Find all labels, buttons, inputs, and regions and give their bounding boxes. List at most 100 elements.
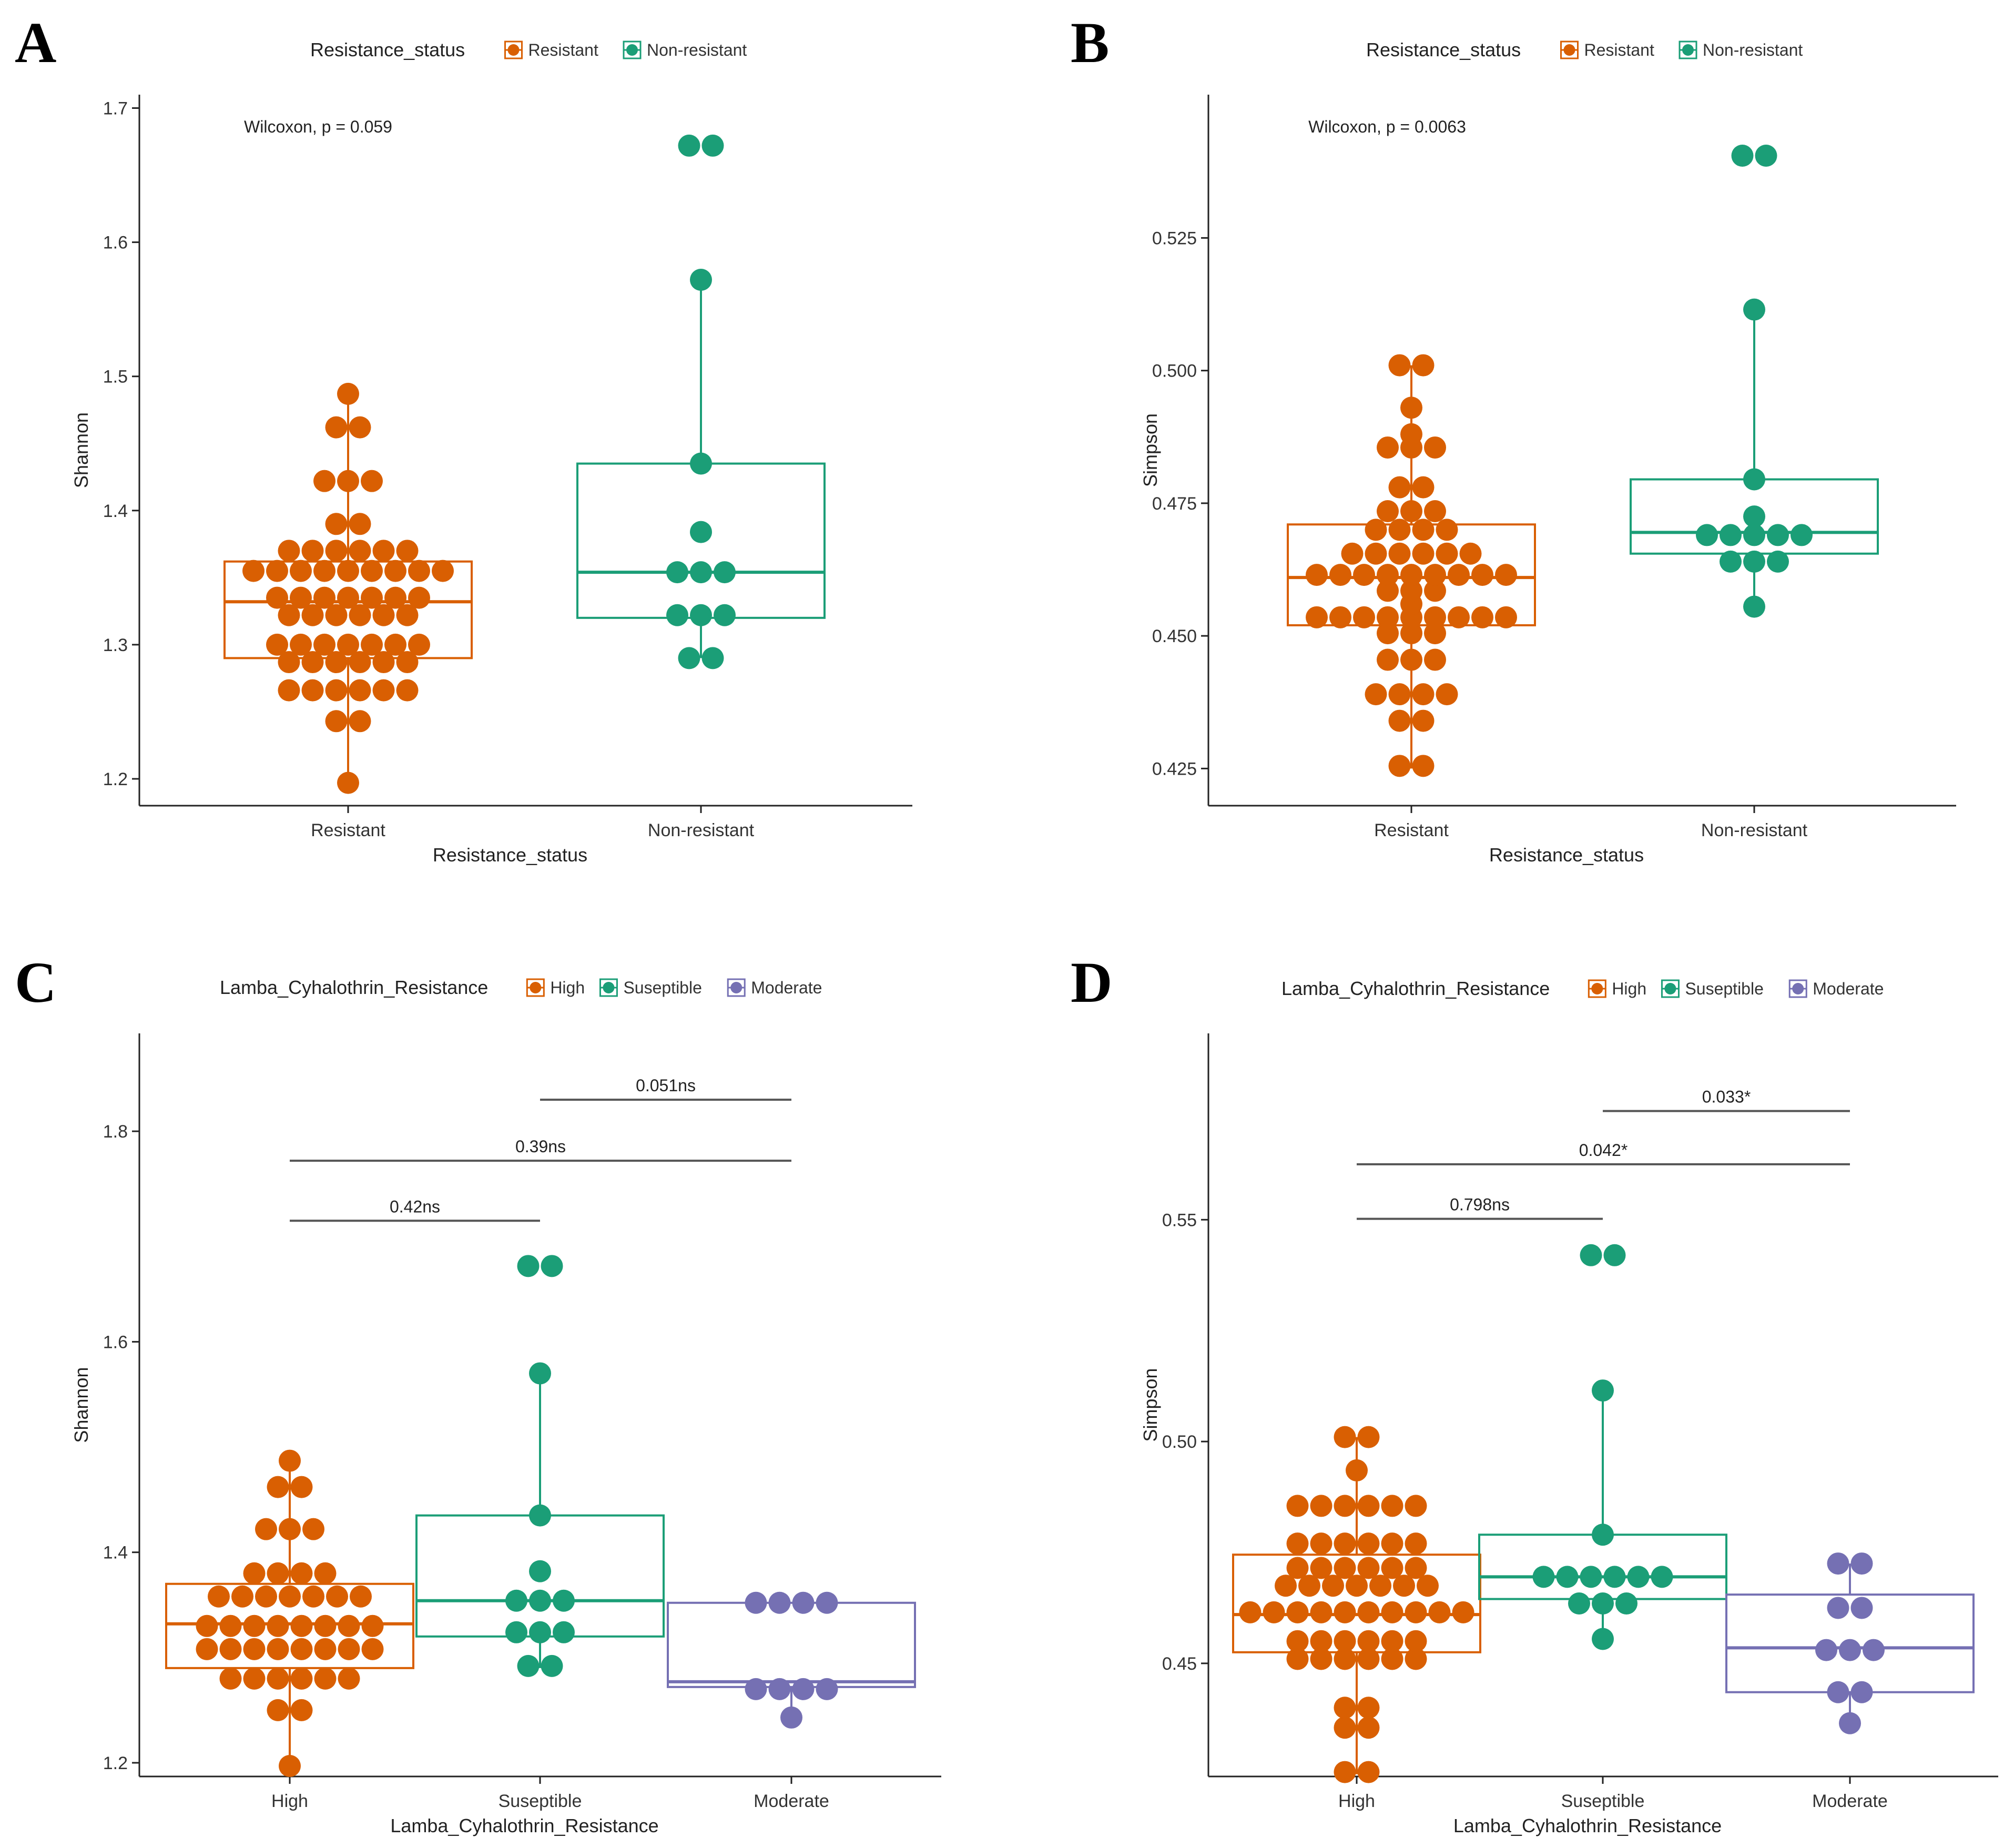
data-point bbox=[1412, 542, 1435, 565]
data-point bbox=[349, 513, 371, 535]
data-point bbox=[553, 1589, 575, 1612]
data-point bbox=[1346, 1575, 1368, 1597]
data-point bbox=[1424, 564, 1446, 586]
x-tick-label: Resistant bbox=[1374, 820, 1449, 840]
data-point bbox=[1388, 519, 1411, 541]
x-tick-label: High bbox=[1338, 1791, 1375, 1811]
data-point bbox=[1424, 622, 1446, 645]
data-point bbox=[1286, 1648, 1309, 1670]
data-point bbox=[290, 1638, 313, 1660]
points-high bbox=[196, 1449, 384, 1777]
data-point bbox=[266, 633, 288, 656]
data-point bbox=[279, 1754, 301, 1777]
data-point bbox=[1310, 1630, 1333, 1652]
data-point bbox=[701, 647, 724, 669]
data-point bbox=[714, 561, 736, 584]
x-axis-title: Resistance_status bbox=[433, 844, 587, 866]
legend-label: Suseptible bbox=[623, 978, 701, 997]
data-point bbox=[1381, 1630, 1403, 1652]
data-point bbox=[1381, 1648, 1403, 1670]
panel-letter: C bbox=[15, 950, 56, 1014]
points-non-resistant bbox=[1696, 145, 1813, 618]
data-point bbox=[325, 651, 348, 674]
data-point bbox=[701, 134, 724, 157]
data-point bbox=[1388, 476, 1411, 499]
data-point bbox=[1603, 1566, 1626, 1588]
data-point bbox=[1381, 1532, 1403, 1555]
x-tick-label: Non-resistant bbox=[648, 820, 755, 840]
data-point bbox=[242, 560, 265, 582]
data-point bbox=[301, 651, 324, 674]
data-point bbox=[1377, 564, 1399, 586]
y-tick-label: 0.525 bbox=[1152, 228, 1197, 248]
data-point bbox=[267, 1638, 289, 1660]
legend-label: High bbox=[550, 978, 585, 997]
y-tick-label: 1.6 bbox=[103, 1332, 128, 1352]
data-point bbox=[1357, 1717, 1380, 1739]
data-point bbox=[1357, 1648, 1380, 1670]
data-point bbox=[1286, 1630, 1309, 1652]
data-point bbox=[1400, 500, 1422, 523]
points-non-resistant bbox=[666, 134, 736, 669]
data-point bbox=[408, 586, 430, 609]
data-point bbox=[1839, 1712, 1861, 1734]
data-point bbox=[1627, 1566, 1650, 1588]
y-tick-label: 0.55 bbox=[1162, 1210, 1197, 1230]
panel-b: B Resistance_status Resistant Non-resistant… bbox=[1071, 11, 1956, 866]
data-point bbox=[678, 134, 700, 157]
data-point bbox=[1334, 1495, 1356, 1517]
significance-bracket: 0.051ns bbox=[540, 1076, 791, 1101]
data-point bbox=[1357, 1557, 1380, 1579]
data-point bbox=[267, 1476, 289, 1498]
panel-c: C Lamba_Cyhalothrin_Resistance High Susepti… bbox=[15, 950, 941, 1836]
data-point bbox=[1329, 564, 1351, 586]
data-point bbox=[1388, 683, 1411, 706]
data-point bbox=[1815, 1639, 1837, 1661]
data-point bbox=[384, 633, 406, 656]
y-tick-label: 0.50 bbox=[1162, 1432, 1197, 1452]
y-axis-title: Shannon bbox=[70, 412, 92, 488]
data-point bbox=[408, 633, 430, 656]
legend-label: Resistant bbox=[528, 40, 598, 59]
data-point bbox=[1341, 542, 1364, 565]
legend-title: Resistance_status bbox=[310, 39, 465, 60]
data-point bbox=[361, 1638, 384, 1660]
legend-key-dot bbox=[1792, 983, 1804, 994]
legend-key-dot bbox=[1664, 983, 1676, 994]
data-point bbox=[302, 1518, 324, 1540]
data-point bbox=[337, 560, 359, 582]
data-point bbox=[1436, 683, 1458, 706]
data-point bbox=[1424, 580, 1446, 602]
box-iqr bbox=[165, 1582, 414, 1669]
data-point bbox=[1615, 1592, 1637, 1615]
y-tick-label: 1.8 bbox=[103, 1122, 128, 1142]
data-point bbox=[266, 586, 288, 609]
points-high bbox=[1239, 1426, 1474, 1783]
data-point bbox=[1357, 1426, 1380, 1448]
data-point bbox=[349, 651, 371, 674]
data-point bbox=[350, 1585, 372, 1608]
data-point bbox=[816, 1591, 838, 1614]
y-tick-label: 1.4 bbox=[103, 501, 128, 521]
y-axis-title: Shannon bbox=[70, 1367, 92, 1443]
data-point bbox=[372, 651, 395, 674]
data-point bbox=[1400, 580, 1422, 602]
data-point bbox=[816, 1678, 838, 1700]
data-point bbox=[290, 1476, 313, 1498]
data-point bbox=[361, 1615, 384, 1637]
data-point bbox=[1592, 1524, 1614, 1546]
data-point bbox=[313, 586, 335, 609]
data-point bbox=[792, 1678, 815, 1700]
bracket-label: 0.033* bbox=[1702, 1088, 1751, 1106]
data-point bbox=[714, 604, 736, 626]
bracket-label: 0.051ns bbox=[636, 1076, 696, 1095]
data-point bbox=[529, 1362, 551, 1385]
data-point bbox=[1393, 1575, 1415, 1597]
data-point bbox=[267, 1562, 289, 1585]
legend-key-dot bbox=[626, 44, 638, 56]
y-tick-label: 1.2 bbox=[103, 1753, 128, 1773]
legend-item-resistant: Resistant bbox=[504, 40, 598, 59]
data-point bbox=[1755, 145, 1777, 167]
legend-item-high: High bbox=[526, 978, 585, 997]
data-point bbox=[1369, 1575, 1391, 1597]
